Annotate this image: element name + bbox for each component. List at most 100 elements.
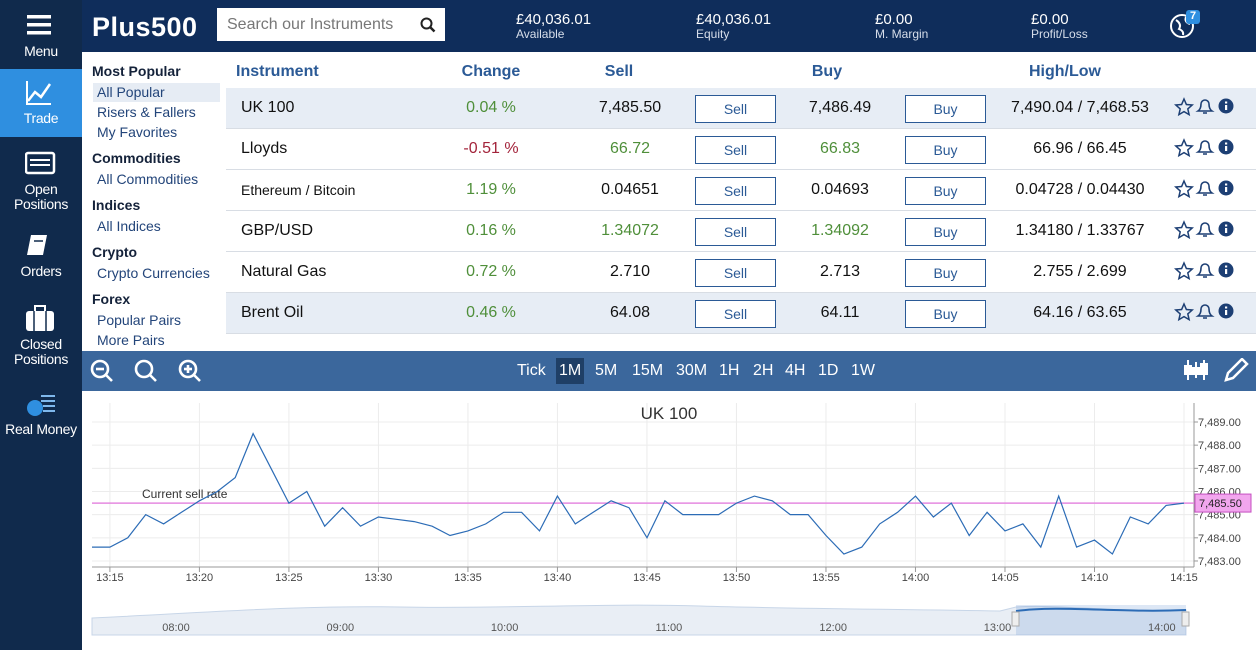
timeframe[interactable]: 30M xyxy=(676,362,708,379)
instrument-name: Lloyds xyxy=(241,140,288,157)
buy-price: 0.04693 xyxy=(811,181,869,198)
sidebar: Menu Trade Open Positions Orders Closed Posi… xyxy=(0,0,82,650)
menu-heading: Forex xyxy=(92,291,131,307)
action-icon[interactable] xyxy=(1195,263,1215,278)
nav-item[interactable]: Menu xyxy=(0,0,82,69)
action-icon[interactable] xyxy=(1174,261,1234,281)
search-box[interactable]: Search our Instruments xyxy=(217,8,445,41)
table-header xyxy=(226,52,1256,88)
timeframe[interactable]: 4H xyxy=(785,362,806,379)
change: 1.19 % xyxy=(466,181,516,198)
navigator-tick-label: 14:00 xyxy=(1148,622,1176,634)
instrument-row[interactable]: UK 100 0.04 % 7,485.50 Sell 7,486.49 Buy 7,490… xyxy=(226,88,1256,129)
action-icon[interactable] xyxy=(1174,97,1234,117)
buy-button[interactable]: Buy xyxy=(905,177,986,205)
action-icon[interactable] xyxy=(1195,304,1215,319)
menu-item[interactable]: My Favorites xyxy=(97,124,178,140)
action-icon[interactable] xyxy=(1225,306,1228,309)
timeframe[interactable]: 5M xyxy=(595,362,618,379)
action-icon[interactable] xyxy=(1174,261,1195,281)
menu-item[interactable]: All Commodities xyxy=(97,171,199,187)
menu-item[interactable]: Risers & Fallers xyxy=(97,104,196,120)
menu-item[interactable]: Popular Pairs xyxy=(97,312,182,328)
menu-item[interactable]: All Indices xyxy=(97,218,161,234)
icon-shape xyxy=(27,23,51,27)
buy-price: 7,486.49 xyxy=(808,99,872,116)
action-icon[interactable] xyxy=(1174,179,1234,199)
buy-price: 1.34092 xyxy=(811,222,869,239)
action-icon[interactable] xyxy=(1225,269,1228,274)
y-tick-label: 7,487.00 xyxy=(1198,463,1241,475)
chart-tools[interactable] xyxy=(1182,358,1252,384)
action-icon[interactable] xyxy=(1174,179,1195,199)
action-icon[interactable] xyxy=(1225,183,1228,186)
nav-icon xyxy=(25,151,56,175)
menu-item[interactable]: More Pairs xyxy=(97,332,165,348)
timeframe[interactable]: 1M xyxy=(556,358,585,384)
timeframe[interactable]: 1D xyxy=(818,362,839,379)
buy-button[interactable]: Buy xyxy=(905,259,986,287)
nav-item[interactable]: Open Positions xyxy=(0,140,82,220)
x-tick-label: 13:20 xyxy=(186,572,214,584)
sell-price: 66.72 xyxy=(609,140,651,157)
instrument-row[interactable]: GBP/USD 0.16 % 1.34072 Sell 1.34092 Buy 1.3418… xyxy=(226,211,1256,252)
logo[interactable]: Plus500 xyxy=(92,12,198,42)
instrument-row[interactable]: Ethereum / Bitcoin 1.19 % 0.04651 Sell 0.046… xyxy=(226,170,1256,211)
column-header: Buy xyxy=(811,63,843,80)
nav-item[interactable]: Closed Positions xyxy=(0,295,82,373)
action-icon[interactable] xyxy=(1225,310,1228,315)
reference-value: 7,485.50 xyxy=(1199,498,1242,510)
timeframe[interactable]: Tick xyxy=(517,362,546,379)
action-icon[interactable] xyxy=(1225,101,1228,104)
buy-button[interactable]: Buy xyxy=(905,95,986,123)
instrument-row[interactable]: Lloyds -0.51 % 66.72 Sell 66.83 Buy 66.96 / 66… xyxy=(226,129,1256,170)
sell-button[interactable]: Sell xyxy=(695,95,776,123)
action-icon[interactable] xyxy=(1225,265,1228,268)
timeframe[interactable]: 1W xyxy=(851,362,875,379)
nav-item[interactable]: Orders xyxy=(0,222,82,290)
nav-item[interactable]: Trade xyxy=(0,69,82,137)
action-icon[interactable] xyxy=(1225,224,1228,227)
sell-button[interactable]: Sell xyxy=(695,300,776,328)
action-icon[interactable] xyxy=(1225,228,1228,233)
action-icon[interactable] xyxy=(1195,140,1215,155)
action-icon[interactable] xyxy=(1174,220,1195,240)
globe-icon[interactable] xyxy=(1168,8,1204,44)
buy-button[interactable]: Buy xyxy=(905,136,986,164)
zoom-icons[interactable] xyxy=(90,359,210,385)
nav-item[interactable]: Real Money xyxy=(0,380,82,452)
instrument-row[interactable]: Brent Oil 0.46 % 64.08 Sell 64.11 Buy 64.16 / … xyxy=(226,293,1256,334)
menu-item[interactable]: All Popular xyxy=(93,83,220,102)
sell-button[interactable]: Sell xyxy=(695,259,776,287)
navigator-handle xyxy=(1011,611,1020,627)
timeframe[interactable]: 15M xyxy=(632,362,664,379)
nav-label: Trade xyxy=(23,110,59,126)
icon-shape xyxy=(25,151,56,175)
action-icon[interactable] xyxy=(1225,142,1228,145)
action-icon[interactable] xyxy=(1195,181,1215,196)
instrument-row[interactable]: Natural Gas 0.72 % 2.710 Sell 2.713 Buy 2.755 … xyxy=(226,252,1256,293)
menu-item[interactable]: Crypto Currencies xyxy=(97,265,210,281)
action-icon[interactable] xyxy=(1225,105,1228,110)
buy-button[interactable]: Buy xyxy=(905,218,986,246)
high-low: 0.04728 / 0.04430 xyxy=(1015,181,1145,198)
sell-button[interactable]: Sell xyxy=(695,177,776,205)
action-icon[interactable] xyxy=(1174,302,1195,322)
action-icon[interactable] xyxy=(1225,146,1228,151)
action-icon[interactable] xyxy=(1174,138,1234,158)
timeframe[interactable]: 2H xyxy=(753,362,774,379)
y-tick-label: 7,488.00 xyxy=(1198,440,1241,452)
action-icon[interactable] xyxy=(1174,302,1234,322)
buy-button[interactable]: Buy xyxy=(905,300,986,328)
action-icon[interactable] xyxy=(1225,187,1228,192)
timeframe[interactable]: 1H xyxy=(719,362,740,379)
action-icon[interactable] xyxy=(1174,138,1195,158)
icon-shape xyxy=(26,311,54,331)
action-icon[interactable] xyxy=(1195,99,1215,114)
sell-button[interactable]: Sell xyxy=(695,218,776,246)
icon-shape xyxy=(41,395,55,412)
action-icon[interactable] xyxy=(1174,97,1195,117)
action-icon[interactable] xyxy=(1195,222,1215,237)
action-icon[interactable] xyxy=(1174,220,1234,240)
sell-button[interactable]: Sell xyxy=(695,136,776,164)
